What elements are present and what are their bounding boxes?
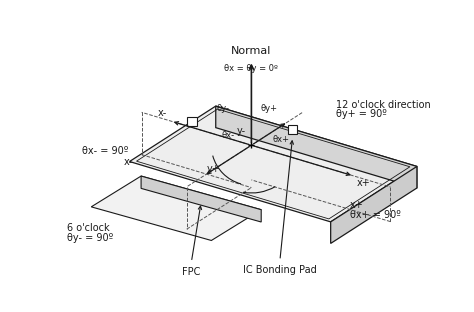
- Text: y+: y+: [207, 164, 221, 174]
- Text: θx-: θx-: [221, 131, 235, 140]
- Text: θy- = 90º: θy- = 90º: [66, 233, 113, 243]
- Text: θx+ = 90º: θx+ = 90º: [350, 210, 401, 220]
- Text: x-: x-: [124, 157, 133, 167]
- Polygon shape: [331, 166, 417, 243]
- Text: θx+: θx+: [273, 134, 290, 144]
- Text: y-: y-: [237, 126, 246, 136]
- Text: θx- = 90º: θx- = 90º: [82, 146, 128, 156]
- Text: x-: x-: [158, 108, 167, 118]
- Polygon shape: [187, 117, 197, 126]
- Text: IC Bonding Pad: IC Bonding Pad: [243, 266, 317, 275]
- Polygon shape: [91, 176, 261, 241]
- Text: θx = θy = 0º: θx = θy = 0º: [225, 64, 278, 73]
- Text: 6 o'clock: 6 o'clock: [66, 223, 109, 233]
- Text: θy-: θy-: [217, 104, 230, 113]
- Text: x+: x+: [350, 200, 364, 210]
- Text: 12 o'clock direction: 12 o'clock direction: [336, 100, 431, 110]
- Text: θy+ = 90º: θy+ = 90º: [336, 110, 387, 119]
- Polygon shape: [216, 106, 417, 188]
- Polygon shape: [141, 176, 261, 222]
- Text: Normal: Normal: [231, 46, 272, 56]
- Text: x+: x+: [357, 178, 371, 188]
- Text: θy+: θy+: [261, 104, 278, 113]
- Text: FPC: FPC: [182, 267, 201, 277]
- Polygon shape: [288, 124, 297, 134]
- Polygon shape: [129, 106, 417, 222]
